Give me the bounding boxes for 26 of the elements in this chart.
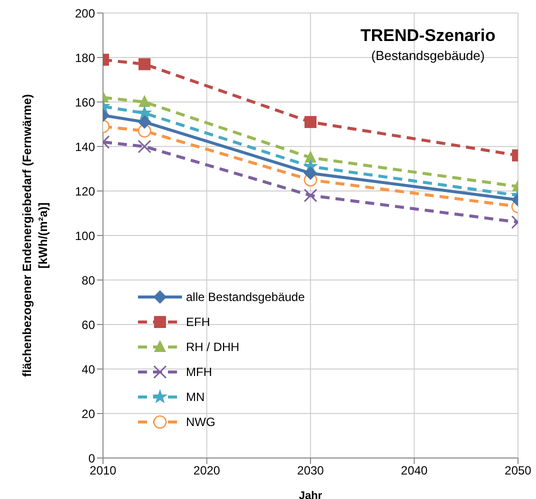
y-tick-label: 160	[74, 95, 96, 110]
legend-label: MN	[186, 390, 205, 404]
y-tick-label: 180	[74, 50, 96, 65]
y-tick-label: 120	[74, 184, 96, 198]
y-tick-label: 20	[82, 406, 96, 421]
text: (Bestandsgebäude)	[370, 48, 486, 63]
x-tick-label: 2050	[504, 464, 532, 478]
y-tick-label: 0	[88, 451, 96, 466]
y-tick-label: 40	[82, 362, 96, 376]
y-tick-label: 100	[74, 228, 96, 243]
text: TREND-Szenario	[359, 26, 497, 46]
x-tick-label: 2030	[297, 464, 324, 478]
legend-label: alle Bestandsgebäude	[186, 290, 305, 304]
y-tick-label: 80	[82, 273, 96, 288]
legend-label: EFH	[186, 314, 210, 328]
y-tick-label: 60	[82, 318, 96, 332]
y-axis-title: flächenbezogener Endenergiebedarf (Fernwärme) [kWh/(m²a)]	[20, 94, 50, 377]
y-tick-label: 140	[74, 140, 96, 154]
x-tick-label: 2010	[90, 464, 117, 478]
y-tick-label: 200	[74, 6, 96, 20]
x-tick-label: 2040	[400, 464, 428, 478]
legend-label: NWG	[186, 414, 216, 428]
x-axis-title: Jahr	[298, 490, 323, 499]
legend-label: RH / DHH	[186, 340, 240, 354]
legend-label: MFH	[186, 364, 212, 378]
x-tick-label: 2020	[193, 464, 220, 478]
